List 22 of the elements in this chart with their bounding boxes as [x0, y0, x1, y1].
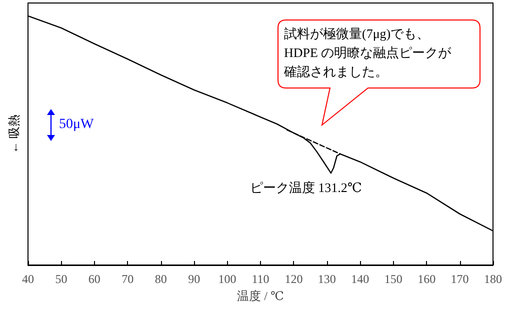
x-tick-label: 50 — [55, 272, 68, 286]
x-tick-label: 180 — [484, 272, 502, 286]
annotation: 50μW — [59, 117, 94, 133]
annotation: ピーク温度 131.2℃ — [250, 179, 362, 198]
x-tick-label: 80 — [154, 272, 167, 286]
x-tick-label: 120 — [284, 272, 303, 286]
x-tick-label: 100 — [218, 272, 236, 286]
x-tick-label: 140 — [351, 272, 370, 286]
annotation: 確認されました。 — [284, 63, 388, 81]
x-tick-label: 150 — [384, 272, 402, 286]
x-tick-label: 110 — [252, 272, 270, 286]
y-axis-title: ← 吸熱 — [7, 114, 21, 154]
x-tick-label: 130 — [318, 272, 336, 286]
x-tick-label: 160 — [418, 272, 436, 286]
x-tick-label: 60 — [88, 272, 100, 286]
x-tick-label: 70 — [122, 272, 134, 286]
annotation: HDPE の明瞭な融点ピークが — [284, 44, 452, 62]
x-tick-label: 170 — [450, 272, 469, 286]
annotation: 試料が極微量(7μg)でも、 — [284, 25, 430, 43]
x-tick-label: 40 — [22, 272, 34, 286]
x-axis-title: 温度 / ℃ — [237, 288, 284, 303]
x-tick-label: 90 — [188, 272, 200, 286]
